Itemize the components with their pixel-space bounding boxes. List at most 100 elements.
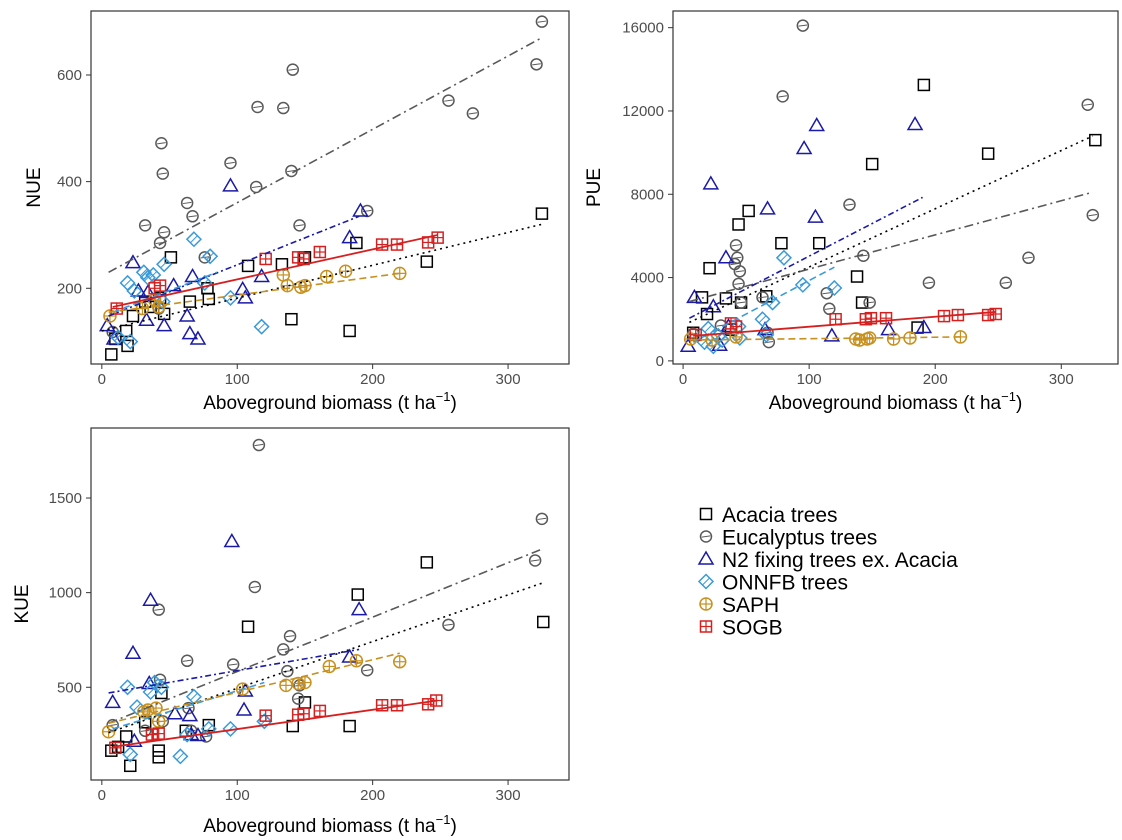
x-axis-title: Aboveground biomass (t ha−1) (769, 389, 1023, 414)
euc-point-ring (823, 302, 836, 316)
acacia-point (700, 307, 714, 321)
onnfb-point-outline (764, 294, 781, 311)
euc-point-stroke (288, 68, 298, 71)
euc-point-ring (442, 618, 455, 632)
euc-point (442, 618, 455, 632)
sogb-point (879, 311, 893, 325)
acacia-point (343, 719, 356, 733)
sogb-fit-line (693, 311, 996, 337)
onnfb-point-stroke (123, 279, 132, 287)
euc-point-stroke (865, 301, 875, 304)
acacia-point (981, 147, 995, 160)
acacia-point (119, 730, 133, 743)
legend-label-euc: Eucalyptus trees (722, 527, 877, 550)
euc-point (535, 512, 549, 526)
nue-panel: 0 100 200 300 200 400 600 NUE Aboveground biomas… (24, 10, 570, 414)
sogb-fit-line (112, 234, 438, 308)
onnfb-fit-line (112, 681, 265, 730)
euc-point-stroke (287, 169, 296, 173)
acacia-point (343, 324, 356, 338)
legend-label-sogb: SOGB (722, 617, 783, 640)
acacia-point (420, 255, 434, 268)
euc-point (283, 629, 297, 643)
legend-label-saph: SAPH (722, 594, 779, 617)
acacia-point (183, 295, 197, 308)
onnfb-point (110, 329, 127, 346)
onnfb-point-stroke (768, 298, 777, 307)
euc-point-ring (138, 724, 152, 738)
euc-point-ring (732, 277, 745, 291)
euc-point-stroke (1083, 103, 1093, 106)
onnfb-point-stroke (758, 315, 767, 324)
onnfb-point (156, 256, 173, 273)
euc-point (733, 265, 747, 278)
euc-point-stroke (468, 112, 478, 115)
acacia-point (152, 751, 165, 764)
acacia-point (537, 615, 550, 629)
onnfb-point-outline (222, 720, 239, 737)
euc-fit-line (108, 548, 543, 724)
euc-point-ring (528, 554, 542, 567)
onnfb-point-outline (253, 318, 270, 335)
onnfb-point-stroke (157, 683, 166, 692)
euc-point (224, 156, 237, 170)
series-onnfb (696, 249, 843, 355)
euc-point (535, 15, 549, 28)
euc-point-stroke (758, 296, 767, 299)
euc-point (530, 58, 543, 71)
euc-point (277, 643, 290, 656)
y-tick-label: 200 (57, 280, 82, 297)
onnfb-point-outline (128, 699, 146, 716)
sogb-point (989, 307, 1002, 321)
saph-point (141, 703, 155, 717)
euc-point-stroke (1088, 213, 1098, 217)
acacia-point (732, 218, 745, 231)
euc-point-ring (1022, 251, 1035, 265)
x-axis-title: Aboveground biomass (t ha−1) (203, 389, 457, 414)
euc-point-ring (293, 219, 306, 232)
onnfb-point (775, 249, 792, 266)
acacia-point (202, 292, 216, 306)
n2-legend-key (697, 550, 715, 565)
euc-point-stroke (158, 172, 168, 175)
n2-point (808, 117, 826, 132)
euc-point (1081, 98, 1094, 111)
x-tick-label: 100 (797, 371, 822, 388)
euc-point-ring (182, 701, 195, 715)
euc-point (286, 63, 300, 76)
acacia-point (775, 236, 788, 250)
acacia-point (351, 588, 365, 601)
onnfb-point-stroke (130, 287, 139, 295)
x-tick-label: 300 (1049, 371, 1074, 388)
n2-point (705, 298, 722, 313)
onnfb-fit-line (112, 271, 218, 314)
onnfb-point-stroke (149, 271, 158, 279)
euc-point (291, 692, 305, 705)
sogb-point (259, 709, 272, 722)
series-onnfb (119, 674, 273, 765)
euc-point (729, 239, 743, 252)
saph-fit-line (689, 336, 961, 341)
euc-point-ring (922, 276, 936, 290)
euc-point-ring (106, 718, 119, 732)
onnfb-point-stroke (114, 333, 122, 342)
euc-point-ring (153, 673, 167, 686)
n2-fit-line (689, 196, 923, 319)
euc-point-ring (157, 226, 171, 239)
acacia-point (917, 78, 931, 92)
euc-point-ring (733, 265, 747, 278)
acacia-point (285, 312, 298, 326)
onnfb-point (253, 318, 270, 335)
kue-panel: 0 100 200 300 500 1000 1500 KUE Aboveground biom… (12, 427, 570, 837)
onnfb-point-stroke (206, 252, 215, 261)
euc-point (732, 277, 745, 291)
n2-point (181, 325, 199, 340)
y-axis-title: PUE (584, 168, 605, 207)
sogb-legend-key (699, 620, 713, 633)
euc-point-ring (226, 658, 240, 671)
onnfb-point-stroke (133, 703, 141, 711)
onnfb-point (122, 333, 139, 350)
onnfb-legend-key (697, 573, 715, 590)
onnfb-point (200, 720, 217, 737)
n2-point (181, 707, 199, 722)
